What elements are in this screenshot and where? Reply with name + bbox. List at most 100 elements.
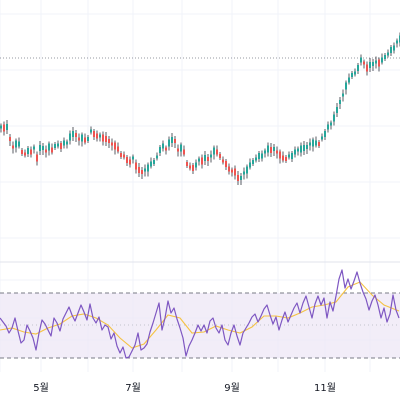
candle-body [90, 129, 92, 133]
candle-body [216, 149, 218, 155]
candle-body [357, 65, 359, 71]
candle-body [150, 161, 152, 167]
candle-body [36, 154, 38, 162]
candle-body [9, 137, 11, 141]
candle-body [249, 162, 251, 168]
candle-body [246, 166, 248, 174]
candle-body [162, 143, 164, 149]
candle-body [6, 124, 8, 130]
candle-body [351, 73, 353, 77]
candle-body [318, 142, 320, 146]
candle-body [372, 62, 374, 66]
candle-body [93, 131, 95, 137]
candle-body [111, 142, 113, 146]
candle-body [81, 134, 83, 142]
candle-body [129, 159, 131, 165]
candle-body [300, 145, 302, 153]
rsi-line [0, 269, 400, 359]
candle-body [396, 40, 398, 44]
candle-body [30, 149, 32, 155]
x-tick-label: 7월 [125, 382, 141, 394]
candle-body [21, 150, 23, 154]
candle-body [180, 144, 182, 152]
candle-body [327, 124, 329, 130]
candle-body [201, 157, 203, 165]
candle-body [270, 147, 272, 153]
candle-body [282, 155, 284, 161]
candle-body [294, 149, 296, 155]
candle-body [360, 57, 362, 63]
candle-body [114, 142, 116, 150]
candle-body [42, 146, 44, 150]
candle-body [54, 144, 56, 148]
candle-body [48, 143, 50, 151]
candle-body [363, 61, 365, 65]
candle-body [72, 131, 74, 137]
candle-body [168, 139, 170, 147]
candle-body [186, 162, 188, 166]
candle-body [345, 82, 347, 90]
candle-body [336, 107, 338, 113]
candle-body [240, 176, 242, 180]
candle-body [393, 45, 395, 51]
candle-body [96, 133, 98, 139]
candle-body [348, 77, 350, 83]
candle-body [390, 47, 392, 53]
candle-body [174, 139, 176, 143]
candle-body [303, 145, 305, 151]
candle-body [309, 142, 311, 146]
candle-body [264, 150, 266, 154]
candle-body [66, 141, 68, 145]
x-axis: 5월 7월 9월 11월 [33, 382, 336, 394]
candle-body [12, 145, 14, 149]
candle-body [297, 148, 299, 152]
rsi-pane [0, 269, 400, 359]
candle-body [288, 154, 290, 158]
candle-body [285, 157, 287, 161]
candle-body [165, 147, 167, 151]
candle-body [78, 137, 80, 141]
candle-body [231, 169, 233, 173]
candle-body [123, 154, 125, 158]
candle-body [384, 55, 386, 59]
candle-body [237, 175, 239, 181]
candle-body [321, 136, 323, 140]
candle-body [306, 145, 308, 149]
candle-body [234, 168, 236, 176]
candle-body [24, 152, 26, 156]
candle-body [63, 140, 65, 146]
candle-body [87, 137, 89, 141]
candle-body [45, 149, 47, 153]
candle-body [225, 161, 227, 167]
candle-body [333, 114, 335, 122]
candle-body [210, 154, 212, 158]
candle-body [69, 133, 71, 141]
candle-body [243, 171, 245, 175]
candle-body [0, 125, 2, 129]
candle-body [126, 157, 128, 163]
candle-body [153, 160, 155, 164]
candle-body [342, 93, 344, 97]
candle-body [339, 100, 341, 104]
candle-body [276, 150, 278, 154]
candle-body [273, 147, 275, 151]
candle-body [18, 141, 20, 147]
candle-body [267, 145, 269, 153]
candle-body [105, 136, 107, 142]
candle-body [378, 59, 380, 67]
candle-body [177, 148, 179, 152]
candle-body [144, 168, 146, 172]
candle-body [192, 165, 194, 171]
rsi-band-fill [0, 293, 400, 358]
x-tick-label: 9월 [224, 382, 240, 394]
candle-body [213, 147, 215, 155]
candle-body [315, 140, 317, 146]
candle-body [258, 153, 260, 159]
candle-body [252, 160, 254, 164]
candle-body [84, 137, 86, 143]
candle-body [204, 155, 206, 161]
candle-body [27, 148, 29, 154]
candle-body [60, 143, 62, 149]
